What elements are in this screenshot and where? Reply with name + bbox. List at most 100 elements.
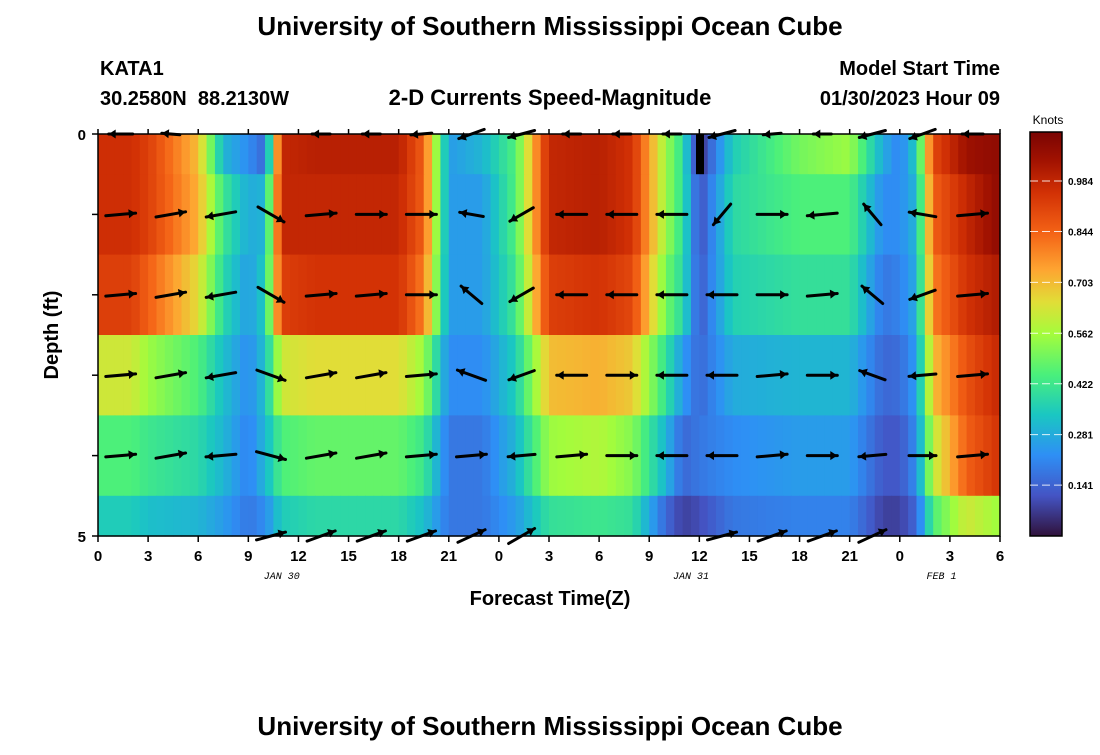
heatmap-cell — [949, 174, 959, 256]
heatmap-cell — [139, 254, 149, 336]
heatmap-cell — [239, 174, 249, 256]
heatmap-cell — [423, 495, 433, 537]
x-tick-label: 21 — [440, 548, 457, 565]
heatmap-cell — [515, 495, 525, 537]
heatmap-cell — [139, 174, 149, 256]
heatmap-cell — [139, 495, 149, 537]
heatmap-cell — [540, 495, 550, 537]
heatmap-cell — [523, 134, 533, 175]
heatmap-cell — [473, 254, 483, 336]
heatmap-cell — [791, 335, 801, 416]
heatmap-cell — [340, 415, 350, 497]
heatmap-cell — [515, 134, 525, 175]
heatmap-cell — [407, 495, 416, 537]
colorbar-ticks: 0.984 0.844 0.703 0.562 0.422 0.281 0.141 — [1030, 177, 1093, 492]
heatmap-cell — [239, 335, 249, 416]
heatmap-cell — [991, 254, 1001, 336]
heatmap-cell — [532, 254, 542, 336]
heatmap-cell — [766, 134, 776, 175]
heatmap-cell — [390, 174, 400, 256]
heatmap-cell — [273, 335, 283, 416]
x-tick-label: 9 — [645, 548, 653, 565]
heatmap-cell — [381, 335, 391, 416]
current-vector — [655, 451, 689, 461]
heatmap-cell — [465, 495, 475, 537]
heatmap-cell — [690, 495, 700, 537]
current-vector — [655, 209, 689, 219]
heatmap-cell — [482, 335, 492, 416]
current-vector — [354, 289, 388, 299]
heatmap-cell — [607, 495, 617, 537]
axes: 0 3 6 9 12 15 18 21 0 3 6 9 12 15 18 21 0 3 6 JAN 30 JAN 31 F… — [78, 127, 1005, 583]
heatmap-cell — [899, 335, 909, 416]
heatmap-cell — [432, 335, 442, 416]
heatmap-cell — [415, 495, 425, 537]
heatmap-cell — [991, 335, 1001, 416]
colorbar-title: Knots — [1033, 113, 1064, 127]
heatmap-cell — [156, 495, 166, 537]
heatmap-cell — [958, 134, 968, 175]
heatmap-cell — [498, 134, 508, 175]
heatmap-cell — [457, 134, 467, 175]
heatmap-cell — [248, 415, 258, 497]
heatmap-cell — [482, 495, 492, 537]
heatmap-cell — [398, 134, 408, 175]
heatmap-cell — [933, 415, 943, 497]
heatmap-cell — [874, 134, 884, 175]
heatmap-cell — [248, 134, 258, 175]
heatmap-cell — [348, 254, 358, 336]
heatmap-cell — [983, 134, 993, 175]
heatmap-cell — [340, 254, 350, 336]
heatmap-cell — [432, 415, 442, 497]
heatmap-cell — [540, 134, 550, 175]
heatmap-cell — [315, 134, 325, 175]
current-vector — [858, 368, 887, 382]
colorbar-tick-label: 0.703 — [1068, 278, 1093, 289]
heatmap-cell — [323, 134, 333, 175]
heatmap-cell — [131, 174, 141, 256]
heatmap-cell — [665, 134, 675, 175]
x-tick-label: 3 — [946, 548, 954, 565]
heatmap-cell — [181, 335, 191, 416]
current-vector — [104, 209, 138, 219]
x-tick-label: 21 — [841, 548, 858, 565]
heatmap-cell — [707, 495, 717, 537]
current-vector — [508, 206, 535, 223]
heatmap-cell — [98, 495, 107, 537]
heatmap-cell — [206, 134, 216, 175]
heatmap-cell — [148, 174, 158, 256]
heatmap-cell — [908, 495, 918, 537]
heatmap-cell — [941, 335, 951, 416]
heatmap-cell — [824, 134, 834, 175]
heatmap-cell — [106, 495, 116, 537]
current-vector — [256, 285, 286, 304]
heatmap-cell — [131, 134, 141, 175]
heatmap-cell — [381, 254, 391, 336]
heatmap-cell — [281, 495, 291, 537]
heatmap-cell — [599, 335, 609, 416]
heatmap-cell — [273, 254, 283, 336]
current-vector — [508, 286, 535, 304]
current-vector — [255, 450, 287, 462]
heatmap-cell — [256, 134, 266, 175]
heatmap-cell — [381, 415, 391, 497]
x-tick-label: 6 — [996, 548, 1004, 565]
heatmap-cell — [599, 415, 609, 497]
heatmap-cell — [482, 134, 492, 175]
heatmap-cell — [749, 254, 759, 336]
heatmap-cell — [281, 134, 291, 175]
heatmap-cell — [123, 495, 133, 537]
heatmap-cell — [983, 495, 993, 537]
y-tick-label: 0 — [78, 127, 86, 144]
current-vector — [908, 288, 937, 302]
heatmap-cell — [498, 495, 508, 537]
current-vector — [755, 209, 789, 219]
current-vector — [805, 210, 839, 220]
heatmap-cell — [507, 335, 517, 416]
heatmap-cell — [640, 335, 650, 416]
heatmap-cell — [189, 415, 199, 497]
heatmap-cell — [640, 174, 650, 256]
x-tick-label: 6 — [194, 548, 202, 565]
heatmap-cell — [782, 134, 792, 175]
heatmap-cell — [331, 495, 341, 537]
